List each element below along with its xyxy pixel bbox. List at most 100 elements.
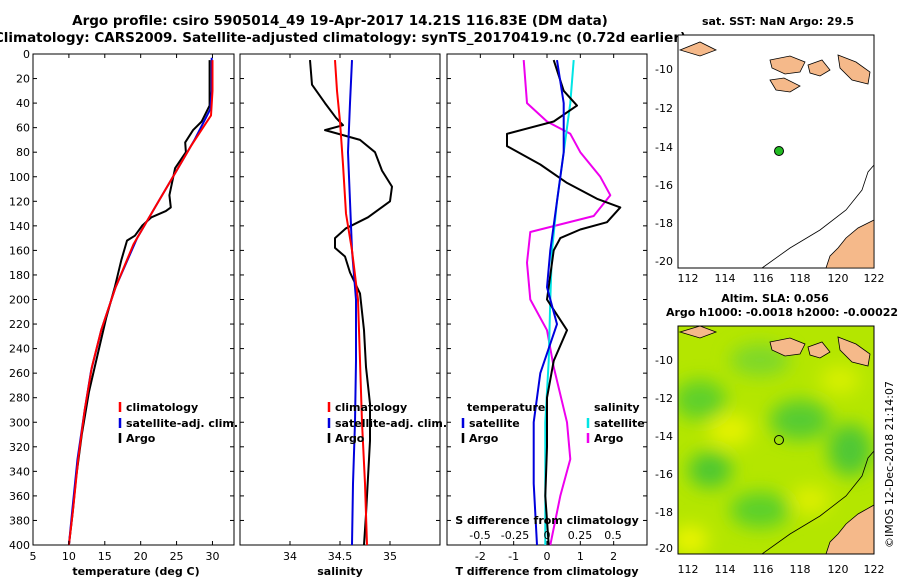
salinity-xtick-label: 34: [283, 550, 297, 563]
difference-series-t-argo: [506, 59, 622, 546]
salinity-xtick-label: 34.5: [328, 550, 353, 563]
temperature-xtick-label: 10: [62, 550, 76, 563]
sla-island-d: [678, 326, 718, 339]
salinity-legend: climatology satellite-adj. clim. Argo: [327, 401, 447, 445]
sla-map-title2: Argo h1000: -0.0018 h2000: -0.00022: [666, 306, 898, 319]
temperature-xlabel: temperature (deg C): [72, 565, 199, 578]
depth-tick-label: 200: [9, 294, 30, 307]
temperature-series-argo: [67, 60, 211, 546]
difference-series-t-satellite: [532, 59, 565, 546]
temperature-xtick-label: 25: [170, 550, 184, 563]
sla-ticks: 112 114 116 118 120 122 -10 -12 -14 -16 …: [655, 354, 884, 576]
depth-tick-label: 220: [9, 318, 30, 331]
difference-top-label: S difference from climatology: [455, 514, 639, 527]
depth-tick-label: 100: [9, 171, 30, 184]
sst-ytick: -16: [655, 179, 673, 192]
sla-island-c: [837, 336, 871, 367]
sst-xtick: 114: [715, 272, 736, 285]
temperature-xtick-label: 15: [98, 550, 112, 563]
island-small: [769, 77, 801, 93]
sst-argo-marker: [774, 146, 784, 156]
difference-xtick-label: 2: [610, 550, 617, 563]
sla-australia: [825, 504, 874, 554]
sla-ytick: -18: [655, 506, 673, 519]
depth-tick-label: 320: [9, 441, 30, 454]
salinity-series-satellite-adj-clim-: [347, 60, 357, 546]
sst-xtick: 118: [790, 272, 811, 285]
depth-tick-label: 0: [23, 48, 30, 61]
difference-top-ticks: -0.5 -0.25 0 0.25 0.5: [469, 529, 621, 542]
depth-tick-label: 140: [9, 220, 30, 233]
temperature-panel: temperature (deg C) climatology satellit…: [9, 48, 238, 578]
legend-t-argo: Argo: [469, 432, 499, 445]
depth-tick-label: 280: [9, 392, 30, 405]
difference-legend: temperature satellite Argo salinity sate…: [461, 401, 645, 445]
salinity-series-climatology: [334, 60, 368, 546]
temperature-xtick-label: 5: [30, 550, 37, 563]
depth-tick-label: 80: [16, 146, 30, 159]
sla-island-a: [769, 337, 806, 357]
sst-map: sat. SST: NaN Argo: 29.5 112 114 116 118…: [655, 15, 884, 285]
sal-legend-satellite-adj: satellite-adj. clim.: [335, 417, 447, 430]
temperature-series-climatology: [67, 60, 214, 546]
depth-tick-label: 160: [9, 244, 30, 257]
sst-xtick: 112: [678, 272, 699, 285]
sla-xtick: 120: [828, 563, 849, 576]
island-flores: [837, 54, 871, 85]
difference-xlabel: T difference from climatology: [455, 565, 638, 578]
sla-xtick: 116: [753, 563, 774, 576]
sla-ytick: -12: [655, 392, 673, 405]
sla-xtick: 118: [790, 563, 811, 576]
depth-tick-label: 40: [16, 97, 30, 110]
depth-tick-label: 260: [9, 367, 30, 380]
s-tick: -0.5: [469, 529, 490, 542]
depth-tick-label: 380: [9, 514, 30, 527]
legend-t-satellite: satellite: [469, 417, 520, 430]
depth-tick-label: 340: [9, 465, 30, 478]
sst-contour: [761, 164, 875, 269]
difference-xtick-label: 0: [544, 550, 551, 563]
sla-map: Altim. SLA: 0.056 Argo h1000: -0.0018 h2…: [655, 292, 898, 576]
sla-field: [678, 326, 874, 554]
depth-tick-label: 300: [9, 416, 30, 429]
depth-tick-label: 120: [9, 195, 30, 208]
sst-xtick: 122: [864, 272, 885, 285]
salinity-panel: salinity climatology satellite-adj. clim…: [239, 53, 447, 578]
sla-island-b: [807, 341, 831, 359]
salinity-xtick-label: 35: [383, 550, 397, 563]
depth-tick-label: 400: [9, 539, 30, 552]
sla-contour: [761, 450, 874, 554]
australia-coast: [825, 219, 875, 269]
legend-s-argo: Argo: [594, 432, 624, 445]
sst-xtick: 120: [828, 272, 849, 285]
salinity-xlabel: salinity: [317, 565, 363, 578]
sst-ytick: -14: [655, 141, 673, 154]
sst-ticks: 112 114 116 118 120 122 -10 -12 -14 -16 …: [655, 63, 884, 285]
sst-ytick: -18: [655, 217, 673, 230]
difference-xtick-label: -1: [508, 550, 519, 563]
legend-temperature-title: temperature: [467, 401, 545, 414]
difference-xtick-label: 1: [577, 550, 584, 563]
sst-ytick: -10: [655, 63, 673, 76]
depth-tick-label: 360: [9, 490, 30, 503]
legend-argo: Argo: [126, 432, 156, 445]
sla-ytick: -14: [655, 430, 673, 443]
sal-legend-argo: Argo: [335, 432, 365, 445]
depth-tick-label: 60: [16, 122, 30, 135]
s-tick: 0: [544, 529, 551, 542]
sst-ytick: -12: [655, 102, 673, 115]
depth-tick-label: 240: [9, 343, 30, 356]
temperature-legend: climatology satellite-adj. clim. Argo: [118, 401, 238, 445]
depth-tick-label: 180: [9, 269, 30, 282]
sla-map-title1: Altim. SLA: 0.056: [721, 292, 829, 305]
salinity-series-argo: [309, 60, 393, 546]
legend-satellite-adj: satellite-adj. clim.: [126, 417, 238, 430]
depth-tick-label: 20: [16, 73, 30, 86]
sst-map-title: sat. SST: NaN Argo: 29.5: [702, 15, 854, 28]
sla-ytick: -16: [655, 468, 673, 481]
sla-map-frame: [677, 325, 875, 555]
header-line1: Argo profile: csiro 5905014_49 19-Apr-20…: [72, 13, 608, 29]
sla-xtick: 112: [678, 563, 699, 576]
sst-ytick: -20: [655, 255, 673, 268]
